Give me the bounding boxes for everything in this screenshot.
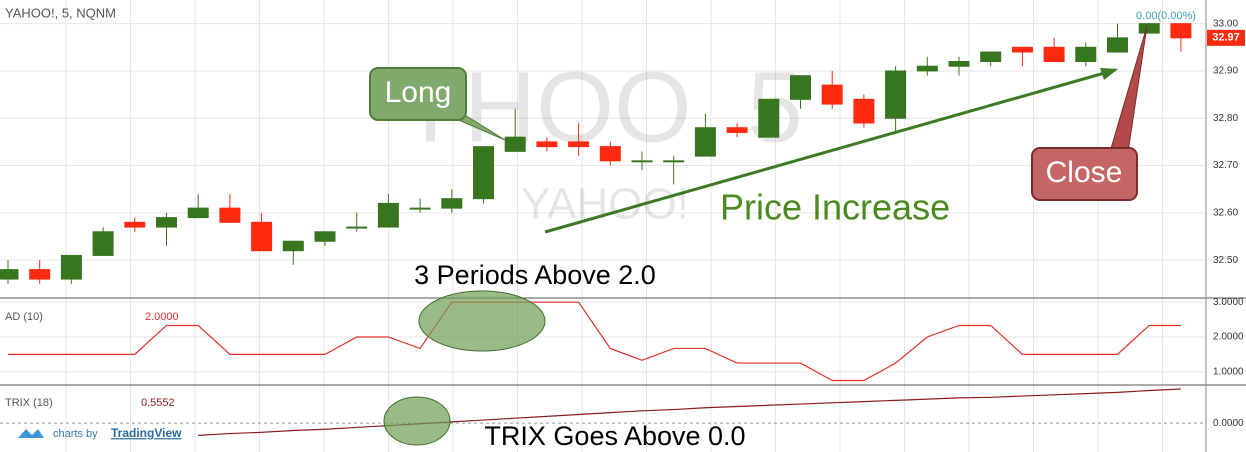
price-tag-label: 32.97 — [1212, 32, 1240, 44]
candle-body — [60, 254, 82, 280]
candle-body — [124, 221, 146, 228]
candle-body — [726, 127, 748, 133]
candle-body — [251, 221, 273, 252]
watermark-sub: YAHOO! — [521, 180, 689, 229]
price-tag — [1207, 29, 1245, 46]
marks: 32.97 — [0, 23, 1245, 437]
candle-body — [1107, 37, 1128, 53]
candle-body — [599, 146, 621, 162]
grid — [0, 0, 1206, 452]
trend-arrow — [544, 68, 1116, 234]
highlight — [418, 290, 546, 352]
y-tick-label: 0.0000 — [1213, 418, 1244, 429]
pane-title: AD (10) — [5, 311, 43, 323]
footer-text: charts by — [53, 428, 98, 440]
y-tick-label: 1.0000 — [1213, 366, 1244, 377]
annotation: Long — [385, 76, 452, 109]
callout-box — [369, 67, 467, 121]
indicator-line — [8, 301, 1181, 382]
candle-body — [631, 160, 653, 163]
candle-body — [568, 141, 590, 148]
y-tick-label: 32.70 — [1213, 160, 1238, 171]
candle-body — [663, 160, 685, 163]
candle-body — [282, 240, 304, 252]
y-tick-label: 32.80 — [1213, 113, 1238, 124]
candle-body — [758, 98, 780, 138]
y-tick-label: 32.50 — [1213, 255, 1238, 266]
brand-logo — [18, 429, 44, 438]
candle-body — [536, 141, 558, 148]
candle-body — [885, 70, 907, 119]
annotation: TRIX Goes Above 0.0 — [484, 421, 745, 451]
y-tick-label: 32.90 — [1213, 66, 1238, 77]
candle-body — [1075, 46, 1097, 62]
pane-title: TRIX (18) — [5, 397, 53, 409]
candle-body — [980, 51, 1002, 62]
candle-body — [314, 231, 336, 242]
candle-body — [916, 65, 938, 72]
candle-body — [156, 217, 177, 228]
annotation: Close — [1046, 156, 1123, 189]
annotation: Price Increase — [720, 187, 950, 228]
candle-body — [821, 84, 843, 105]
candle-body — [504, 136, 526, 152]
candle-body — [1043, 46, 1065, 62]
indicator-line — [198, 388, 1181, 437]
highlight — [383, 396, 451, 446]
candle-body — [92, 231, 114, 256]
y-tick-label: 3.0000 — [1213, 297, 1244, 308]
candle-body — [1011, 46, 1033, 53]
candle-body — [29, 269, 51, 280]
chart-title: YAHOO!, 5, NQNM — [5, 5, 116, 20]
annotation: 3 Periods Above 2.0 — [414, 260, 656, 290]
candle-body — [0, 269, 19, 280]
candle-body — [187, 207, 209, 219]
candle-body — [409, 207, 431, 210]
y-tick-label: 32.60 — [1213, 207, 1238, 218]
y-tick-label: 2.0000 — [1213, 332, 1244, 343]
candle-body — [694, 127, 716, 157]
candle-body — [1138, 23, 1160, 34]
arrow-head — [1100, 68, 1118, 80]
candle-body — [1170, 23, 1192, 39]
candle-body — [853, 98, 875, 124]
y-tick-label: 33.00 — [1213, 18, 1238, 29]
change-label: 0.00(0.00%) — [1136, 10, 1196, 22]
candle-body — [948, 60, 970, 67]
brand[interactable]: charts by TradingView — [18, 426, 182, 440]
candle-body — [219, 207, 241, 223]
candle-body — [346, 226, 368, 229]
candle-body — [473, 146, 494, 200]
callout-box — [1031, 147, 1138, 201]
pane-value: 0.5552 — [141, 397, 175, 409]
pane-value: 2.0000 — [145, 311, 179, 323]
candle-body — [441, 198, 463, 209]
candle-body — [790, 75, 811, 100]
brand-link[interactable]: TradingView — [111, 426, 182, 440]
candle-body — [377, 202, 399, 228]
